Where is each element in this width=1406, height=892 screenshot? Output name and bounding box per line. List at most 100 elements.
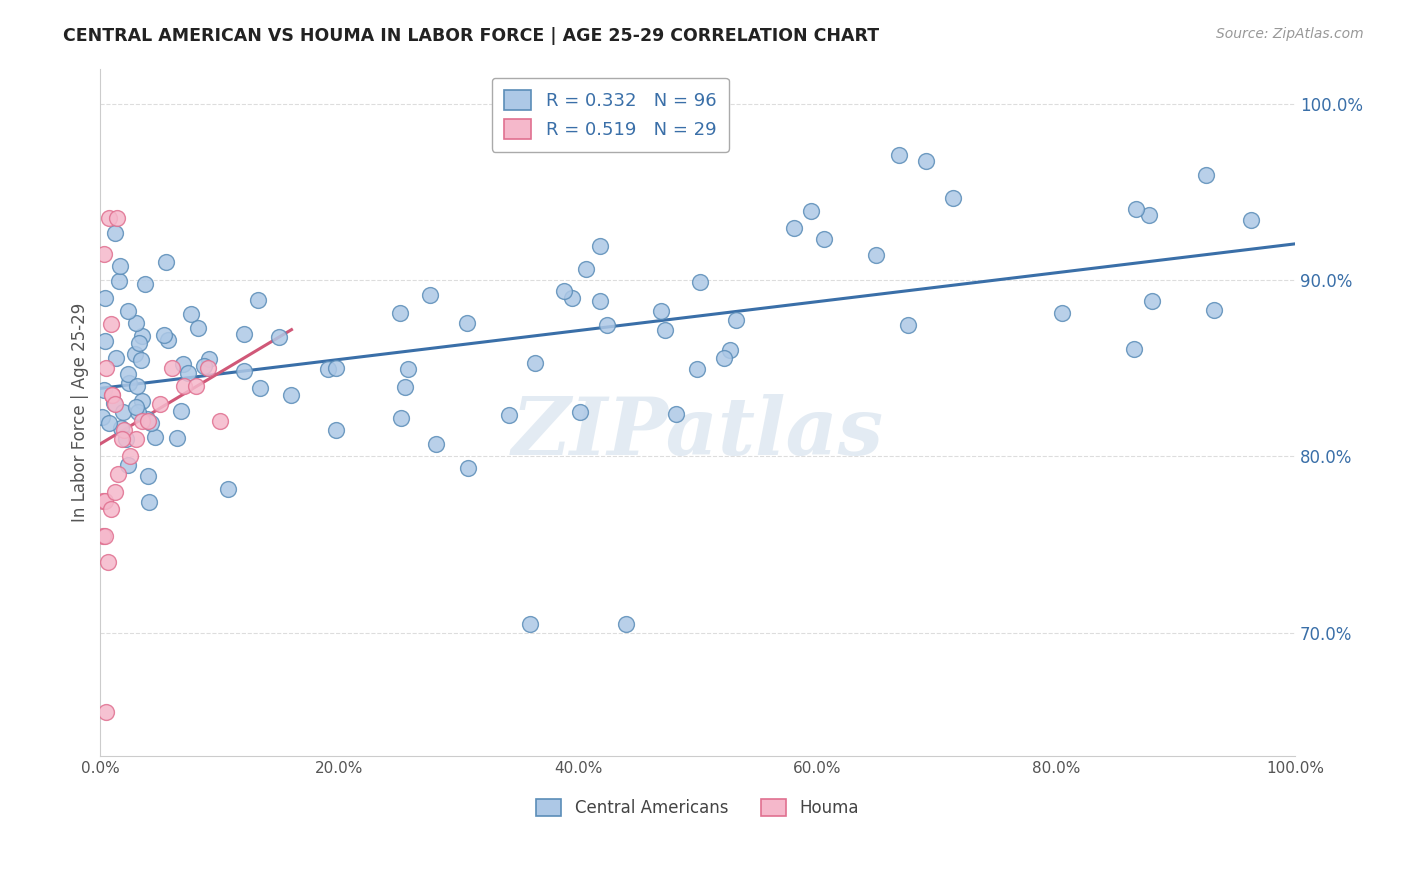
Point [523,356,546,370]
Point [105,211,128,226]
Point [93,246,115,260]
Point [149,396,172,410]
Point [325,423,347,437]
Point [187,320,209,334]
Point [177,366,200,380]
Point [169,404,191,418]
Point [553,284,575,298]
Point [569,405,592,419]
Point [396,362,419,376]
Point [865,248,887,262]
Point [104,484,127,499]
Point [318,361,340,376]
Point [1050,305,1073,319]
Point [125,316,148,330]
Point [127,404,149,418]
Point [112,423,135,437]
Point [120,450,142,464]
Point [134,277,156,292]
Point [160,361,183,376]
Point [108,260,131,274]
Point [111,405,134,419]
Point [96,361,118,376]
Point [101,388,124,402]
Point [138,495,160,509]
Point [131,414,153,428]
Point [104,351,127,365]
Point [155,255,177,269]
Point [665,407,688,421]
Point [197,361,219,376]
Point [389,411,412,425]
Point [249,381,271,395]
Point [654,323,676,337]
Point [118,376,141,390]
Point [97,211,120,226]
Point [115,432,138,446]
Point [388,306,411,320]
Point [456,316,478,330]
Point [124,346,146,360]
Point [111,432,134,446]
Point [108,274,131,288]
Point [91,529,114,543]
Point [184,379,207,393]
Point [135,412,157,426]
Point [153,327,176,342]
Point [650,303,672,318]
Point [96,555,118,569]
Point [94,529,117,543]
Point [136,414,159,428]
Point [394,380,416,394]
Point [117,367,139,381]
Point [157,333,180,347]
Point [94,334,117,349]
Point [104,226,127,240]
Point [575,262,598,277]
Point [104,396,127,410]
Point [100,317,122,331]
Point [100,502,122,516]
Point [125,432,148,446]
Point [173,379,195,393]
Point [942,191,965,205]
Text: Source: ZipAtlas.com: Source: ZipAtlas.com [1216,27,1364,41]
Point [561,291,583,305]
Point [232,363,254,377]
Point [97,416,120,430]
Point [897,318,920,333]
Point [110,421,132,435]
Point [800,203,823,218]
Point [1122,342,1144,356]
Point [1195,168,1218,182]
Point [232,327,254,342]
Point [889,148,911,162]
Point [419,288,441,302]
Point [125,379,148,393]
Point [498,408,520,422]
Point [128,335,150,350]
Text: CENTRAL AMERICAN VS HOUMA IN LABOR FORCE | AGE 25-29 CORRELATION CHART: CENTRAL AMERICAN VS HOUMA IN LABOR FORCE… [63,27,879,45]
Point [813,232,835,246]
Point [915,154,938,169]
Point [180,307,202,321]
Point [143,429,166,443]
Point [129,353,152,368]
Point [117,304,139,318]
Point [96,705,118,719]
Point [589,239,612,253]
Point [103,396,125,410]
Point [689,275,711,289]
Point [596,318,619,332]
Point [91,493,114,508]
Point [713,351,735,366]
Point [725,313,748,327]
Point [166,431,188,445]
Point [139,416,162,430]
Legend: Central Americans, Houma: Central Americans, Houma [530,792,866,823]
Point [718,343,741,357]
Point [94,292,117,306]
Point [172,358,194,372]
Point [589,293,612,308]
Point [125,401,148,415]
